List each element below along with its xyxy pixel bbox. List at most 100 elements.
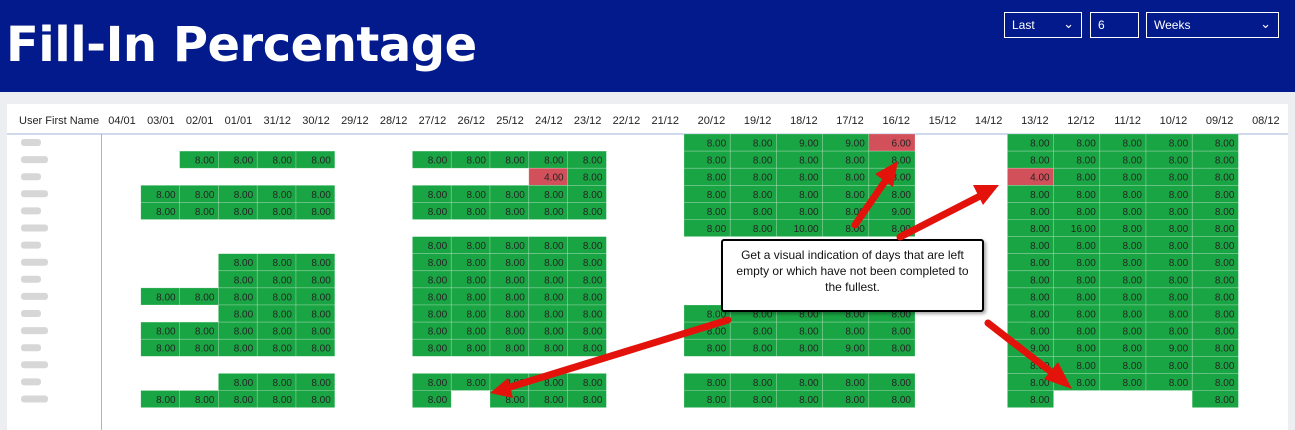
column-header[interactable]: 24/12 [535,115,563,127]
matrix-cell-value: 8.00 [505,207,525,218]
matrix-cell-value: 8.00 [156,395,176,406]
matrix-cell-value: 8.00 [1215,224,1235,235]
matrix-cell-value: 8.00 [1123,241,1143,252]
matrix-cell-value: 8.00 [195,395,215,406]
relative-period-dropdown[interactable]: Last ⌄ [1004,12,1082,38]
column-header[interactable]: 28/12 [380,115,408,127]
matrix-cell[interactable] [1053,167,1101,186]
column-header[interactable]: 30/12 [302,115,330,127]
matrix-cell-value: 8.00 [1215,310,1235,321]
period-count-value: 6 [1098,18,1105,32]
matrix-cell-value: 8.00 [753,395,773,406]
column-header[interactable]: 26/12 [457,115,485,127]
matrix-cell[interactable] [1191,167,1239,186]
column-header[interactable]: 31/12 [263,115,291,127]
matrix-cell-value: 8.00 [892,173,912,184]
matrix-cell-value: 8.00 [707,395,727,406]
matrix-cell[interactable] [567,167,607,186]
matrix-cell-value: 8.00 [583,156,603,167]
matrix-cell-value: 8.00 [1169,275,1189,286]
matrix-cell[interactable] [412,390,452,408]
matrix-cell-value: 8.00 [428,258,448,269]
matrix-cell-value: 8.00 [505,156,525,167]
matrix-cell-value: 8.00 [273,310,293,321]
column-header[interactable]: 20/12 [698,115,726,127]
column-header[interactable]: 29/12 [341,115,369,127]
column-header[interactable]: 04/01 [108,115,136,127]
column-header[interactable]: 02/01 [186,115,214,127]
matrix-cell-value: 8.00 [1123,292,1143,303]
column-header[interactable]: 17/12 [836,115,864,127]
matrix-cell-value: 8.00 [428,344,448,355]
matrix-cell[interactable] [868,338,916,357]
matrix-cell-value: 8.00 [156,292,176,303]
matrix-cell-value: 8.00 [1169,139,1189,150]
column-header[interactable]: 27/12 [419,115,447,127]
matrix-cell-value: 8.00 [505,292,525,303]
matrix-cell-value: 8.00 [1169,361,1189,372]
matrix-cell[interactable] [412,202,452,220]
matrix-cell-value: 8.00 [544,292,564,303]
matrix-cell[interactable] [295,338,336,357]
matrix-cell[interactable] [412,150,452,169]
matrix-cell-value: 8.00 [845,327,865,338]
column-header[interactable]: 01/01 [225,115,253,127]
period-unit-dropdown[interactable]: Weeks ⌄ [1146,12,1279,38]
matrix-cell[interactable] [295,150,336,169]
matrix-cell-value: 8.00 [234,344,254,355]
matrix-cell-value: 8.00 [273,344,293,355]
column-header[interactable]: 15/12 [929,115,957,127]
matrix-cell-value: 8.00 [799,207,819,218]
matrix-cell-value: 8.00 [234,207,254,218]
period-count-input[interactable]: 6 [1090,12,1139,38]
column-header[interactable]: 10/12 [1160,115,1188,127]
column-header[interactable]: 12/12 [1067,115,1095,127]
matrix-cell-value: 8.00 [467,378,487,389]
matrix-cell[interactable] [295,202,336,220]
column-header[interactable]: 03/01 [147,115,175,127]
matrix-cell-value: 8.00 [195,207,215,218]
matrix-cell[interactable] [1191,390,1239,408]
matrix-cell[interactable] [868,390,916,408]
matrix-cell-value: 8.00 [1215,190,1235,201]
matrix-cell-value: 8.00 [1123,344,1143,355]
relative-period-value: Last [1012,18,1035,32]
matrix-cell-value: 8.00 [1215,207,1235,218]
column-header[interactable]: 23/12 [574,115,602,127]
column-header[interactable]: 13/12 [1021,115,1049,127]
column-header[interactable]: 16/12 [882,115,910,127]
matrix-cell-value: 8.00 [583,344,603,355]
column-header[interactable]: 19/12 [744,115,772,127]
matrix-cell-value: 8.00 [311,344,331,355]
matrix-cell-value: 8.00 [428,395,448,406]
row-name-placeholder [21,378,41,386]
column-header[interactable]: 18/12 [790,115,818,127]
matrix-cell-value: 8.00 [195,327,215,338]
column-header[interactable]: 14/12 [975,115,1003,127]
matrix-cell[interactable] [567,202,607,220]
matrix-cell-value: 8.00 [892,327,912,338]
matrix-cell-value: 8.00 [1076,258,1096,269]
column-header[interactable]: 25/12 [496,115,524,127]
matrix-cell-value: 8.00 [467,344,487,355]
matrix-cell-value: 8.00 [505,344,525,355]
matrix-cell[interactable] [295,390,336,408]
column-header[interactable]: 09/12 [1206,115,1234,127]
matrix-cell-value: 9.00 [845,139,865,150]
column-header[interactable]: 22/12 [613,115,641,127]
matrix-cell-value: 4.00 [1030,173,1050,184]
column-header[interactable]: 21/12 [651,115,679,127]
matrix-cell-value: 8.00 [1169,310,1189,321]
matrix-cell-value: 8.00 [234,275,254,286]
matrix-cell-value: 8.00 [428,378,448,389]
column-header[interactable]: 08/12 [1252,115,1280,127]
matrix-cell[interactable] [1007,390,1054,408]
matrix-cell-value: 8.00 [799,327,819,338]
column-header[interactable]: 11/12 [1114,115,1141,127]
matrix-cell-value: 8.00 [467,327,487,338]
matrix-cell-value: 8.00 [505,241,525,252]
row-name-placeholder [21,395,48,403]
matrix-cell[interactable] [412,338,452,357]
matrix-cell-value: 8.00 [467,275,487,286]
matrix-cell-value: 8.00 [505,310,525,321]
